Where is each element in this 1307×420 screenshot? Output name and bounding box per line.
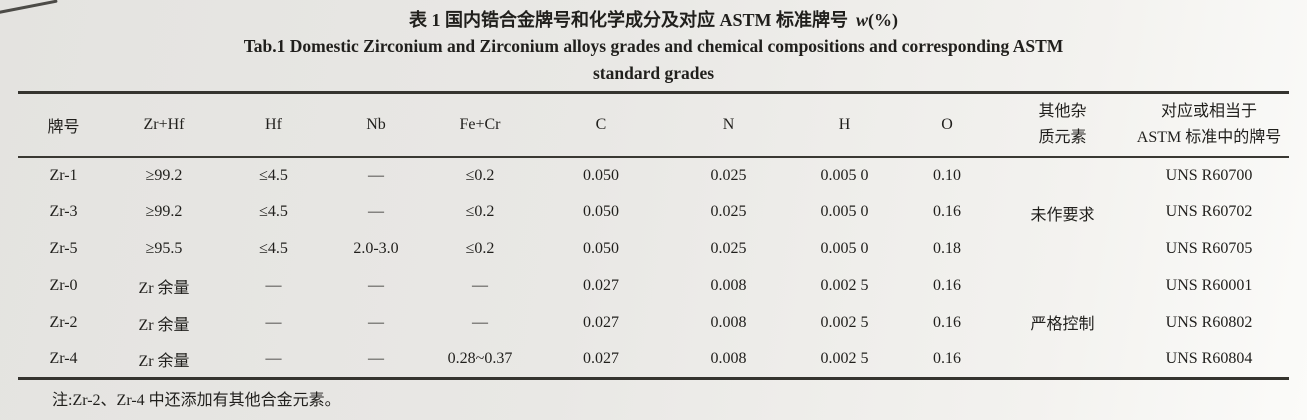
cell-n: 0.008	[710, 350, 747, 368]
cell-fe-cr: —	[472, 314, 488, 331]
caption-zh-text: 表 1 国内锆合金牌号和化学成分及对应 ASTM 标准牌号	[408, 10, 848, 30]
table-row: Zr-0 Zr 余量 — — — 0.027 0.008 0.002 5 0.1…	[18, 268, 1289, 333]
cell-grade: Zr-4	[49, 350, 78, 368]
table-row: Zr-4 Zr 余量 — — 0.28~0.37 0.027 0.008 0.0…	[18, 342, 1289, 379]
cell-o: 0.10	[933, 166, 961, 184]
cell-nb: —	[368, 166, 384, 184]
col-header-fe-cr: Fe+Cr	[459, 115, 501, 133]
cell-n: 0.025	[710, 166, 747, 184]
cell-hf: ≤4.5	[259, 203, 288, 220]
cell-astm-grade: UNS R60802	[1165, 314, 1253, 331]
col-header-nb: Nb	[366, 115, 386, 133]
cell-n: 0.025	[710, 240, 747, 257]
cell-hf: —	[265, 314, 282, 331]
cell-hf: ≤4.5	[259, 166, 288, 184]
cell-grade: Zr-5	[49, 240, 78, 257]
zirconium-grades-table: 牌号 Zr+Hf Hf Nb Fe+Cr C N H O 其他杂 质元素 对应或…	[18, 91, 1289, 380]
cell-zr-hf: Zr 余量	[138, 317, 190, 334]
cell-o: 0.16	[933, 314, 961, 331]
caption-zh-variable: w	[856, 10, 869, 30]
col-header-impurity-line1: 其他杂	[1038, 102, 1087, 120]
cell-c: 0.027	[583, 350, 619, 368]
cell-zr-hf: ≥95.5	[145, 240, 183, 257]
cell-c: 0.027	[583, 314, 619, 331]
cell-nb: —	[368, 277, 384, 294]
col-header-h: H	[838, 115, 851, 133]
cell-c: 0.050	[583, 203, 619, 220]
cell-h: 0.002 5	[820, 277, 869, 294]
col-header-hf: Hf	[265, 115, 282, 133]
cell-hf: —	[265, 350, 282, 368]
cell-fe-cr: ≤0.2	[465, 240, 495, 257]
cell-fe-cr: ≤0.2	[465, 166, 495, 184]
cell-zr-hf: Zr 余量	[138, 353, 190, 371]
col-header-astm-line1: 对应或相当于	[1160, 102, 1257, 120]
table-caption-zh: 表 1 国内锆合金牌号和化学成分及对应 ASTM 标准牌号 w(%)	[0, 0, 1307, 33]
cell-fe-cr: ≤0.2	[465, 203, 495, 220]
cell-o: 0.16	[933, 203, 961, 220]
cell-zr-hf: ≥99.2	[145, 203, 183, 220]
cell-n: 0.008	[710, 277, 747, 294]
cell-grade: Zr-0	[49, 277, 78, 294]
table-caption-en-line1: Tab.1 Domestic Zirconium and Zirconium a…	[243, 36, 1064, 56]
col-header-grade: 牌号	[47, 118, 80, 136]
table-caption-en: Tab.1 Domestic Zirconium and Zirconium a…	[0, 33, 1307, 87]
cell-c: 0.050	[583, 240, 619, 257]
cell-astm-grade: UNS R60700	[1165, 166, 1253, 184]
cell-h: 0.005 0	[820, 240, 869, 257]
col-header-impurity-line2: 质元素	[1038, 128, 1087, 146]
cell-o: 0.18	[933, 240, 961, 257]
cell-nb: —	[368, 203, 384, 220]
cell-h: 0.005 0	[820, 166, 869, 184]
cell-h: 0.002 5	[820, 314, 869, 331]
cell-grade: Zr-2	[49, 314, 78, 331]
table-row: Zr-2 Zr 余量 — — — 0.027 0.008 0.002 5 0.1…	[18, 305, 1289, 342]
cell-astm-grade: UNS R60001	[1165, 277, 1253, 294]
cell-o: 0.16	[933, 350, 961, 368]
cell-c: 0.050	[583, 166, 619, 184]
col-header-o: O	[941, 115, 953, 133]
cell-fe-cr: 0.28~0.37	[447, 350, 513, 368]
table-caption-en-line2: standard grades	[592, 63, 715, 83]
cell-impurity-group: 严格控制	[1030, 316, 1095, 334]
cell-h: 0.005 0	[820, 203, 869, 220]
col-header-impurity: 其他杂 质元素	[996, 93, 1129, 157]
col-header-c: C	[595, 115, 607, 133]
col-header-n: N	[722, 115, 735, 133]
cell-c: 0.027	[583, 277, 619, 294]
cell-zr-hf: ≥99.2	[145, 166, 183, 184]
table-row: Zr-3 ≥99.2 ≤4.5 — ≤0.2 0.050 0.025 0.005…	[18, 194, 1289, 231]
table-footnote: 注:Zr-2、Zr-4 中还添加有其他合金元素。	[52, 392, 341, 409]
cell-impurity-group: 未作要求	[1030, 206, 1095, 224]
cell-o: 0.16	[933, 277, 961, 294]
cell-n: 0.008	[710, 314, 747, 331]
table-row: Zr-5 ≥95.5 ≤4.5 2.0-3.0 ≤0.2 0.050 0.025…	[18, 231, 1289, 268]
caption-zh-unit: (%)	[868, 10, 899, 30]
cell-hf: ≤4.5	[259, 240, 288, 257]
cell-nb: 2.0-3.0	[353, 240, 399, 257]
col-header-zr-hf: Zr+Hf	[143, 115, 185, 133]
cell-grade: Zr-1	[49, 166, 78, 184]
col-header-astm-line2: ASTM 标准中的牌号	[1136, 128, 1282, 146]
cell-astm-grade: UNS R60702	[1165, 203, 1253, 220]
cell-nb: —	[368, 314, 384, 331]
table-header-row: 牌号 Zr+Hf Hf Nb Fe+Cr C N H O 其他杂 质元素 对应或…	[18, 93, 1289, 157]
cell-astm-grade: UNS R60804	[1165, 350, 1253, 368]
cell-hf: —	[265, 277, 282, 294]
cell-astm-grade: UNS R60705	[1165, 240, 1253, 257]
cell-nb: —	[368, 350, 384, 368]
col-header-astm: 对应或相当于 ASTM 标准中的牌号	[1129, 93, 1289, 157]
table-row: Zr-1 ≥99.2 ≤4.5 — ≤0.2 0.050 0.025 0.005…	[18, 157, 1289, 224]
cell-zr-hf: Zr 余量	[138, 280, 190, 297]
cell-grade: Zr-3	[49, 203, 78, 220]
cell-n: 0.025	[710, 203, 747, 220]
cell-h: 0.002 5	[820, 350, 869, 368]
cell-fe-cr: —	[472, 277, 488, 294]
